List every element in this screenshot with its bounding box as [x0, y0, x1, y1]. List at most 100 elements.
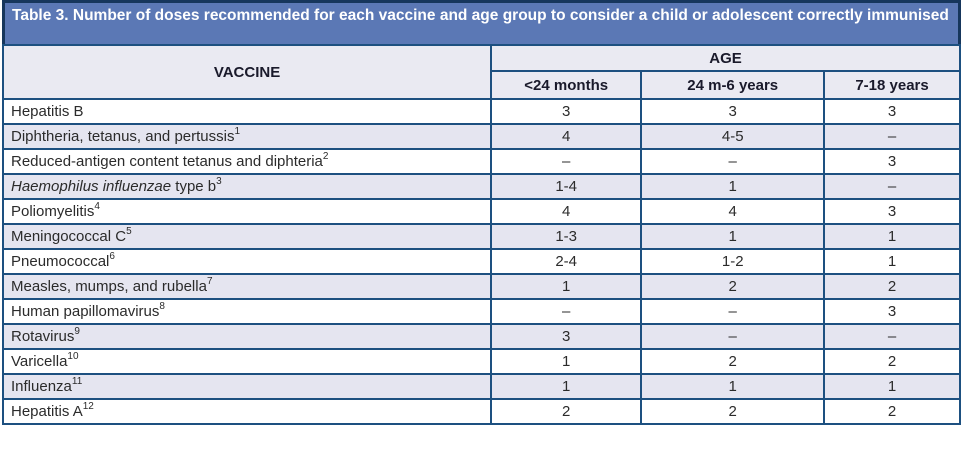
- dose-cell: –: [823, 173, 961, 200]
- vaccine-name-cell: Hepatitis A12: [1, 398, 493, 425]
- table-row: Haemophilus influenzae type b3 1-4 1–: [1, 173, 961, 200]
- dose-cell: 1: [823, 248, 961, 275]
- vaccine-name-text: type b: [171, 178, 217, 195]
- vaccine-name-text: Pneumococcal: [11, 253, 110, 270]
- dose-cell: 4: [490, 123, 643, 150]
- table-row: Influenza11 1 1 1: [1, 373, 961, 400]
- vaccine-name-text: Reduced-antigen content tetanus and diph…: [11, 153, 323, 170]
- dose-cell: 2: [490, 398, 643, 425]
- footnote-marker: 10: [67, 351, 79, 362]
- doses-table-container: Table 3. Number of doses recommended for…: [1, 0, 961, 425]
- vaccine-name-cell: Poliomyelitis4: [1, 198, 493, 225]
- dose-cell: –: [490, 298, 643, 325]
- table-row: Hepatitis A12 2 2 2: [1, 398, 961, 425]
- vaccine-name-text: Diphtheria, tetanus, and pertussis: [11, 128, 235, 145]
- dose-cell: 3: [490, 98, 643, 125]
- age-column-7-18-years: 7-18 years: [823, 70, 961, 100]
- table-row: Rotavirus9 3– –: [1, 323, 961, 350]
- vaccine-name-cell: Haemophilus influenzae type b3: [1, 173, 493, 200]
- dose-cell: 2: [640, 398, 826, 425]
- age-column-24m-6-years: 24 m-6 years: [640, 70, 826, 100]
- dose-cell: 3: [823, 298, 961, 325]
- dose-cell: 1: [490, 273, 643, 300]
- dose-cell: –: [823, 123, 961, 150]
- table-row: Pneumococcal6 2-4 1-2 1: [1, 248, 961, 275]
- footnote-marker: 5: [126, 226, 132, 237]
- vaccine-name-cell: Influenza11: [1, 373, 493, 400]
- dose-cell: 3: [490, 323, 643, 350]
- dose-cell: 3: [823, 98, 961, 125]
- dose-cell: 2: [640, 348, 826, 375]
- vaccine-name-text: Hepatitis A: [11, 403, 83, 420]
- table-title: Table 3. Number of doses recommended for…: [2, 0, 961, 44]
- dose-cell: –: [640, 323, 826, 350]
- vaccine-name-cell: Diphtheria, tetanus, and pertussis1: [1, 123, 493, 150]
- vaccine-name-cell: Reduced-antigen content tetanus and diph…: [1, 148, 493, 175]
- table-row: Reduced-antigen content tetanus and diph…: [1, 148, 961, 175]
- dose-cell: 1: [640, 173, 826, 200]
- table-row: Diphtheria, tetanus, and pertussis1 4 4-5–: [1, 123, 961, 150]
- vaccine-name-text: Rotavirus: [11, 328, 75, 345]
- age-group-header: AGE: [490, 44, 961, 72]
- footnote-marker: 9: [74, 326, 80, 337]
- dose-cell: 1-2: [640, 248, 826, 275]
- dose-cell: 1: [823, 373, 961, 400]
- table-header: VACCINE AGE <24 months 24 m-6 years 7-18…: [1, 44, 961, 100]
- dose-cell: 1: [823, 223, 961, 250]
- dose-cell: 2: [823, 348, 961, 375]
- footnote-marker: 6: [109, 251, 115, 262]
- dose-cell: 2: [823, 398, 961, 425]
- dose-cell: –: [640, 298, 826, 325]
- vaccine-name-text: Meningococcal C: [11, 228, 127, 245]
- vaccine-name-text: Haemophilus influenzae: [11, 178, 172, 195]
- age-column-under-24-months: <24 months: [490, 70, 643, 100]
- footnote-marker: 12: [82, 401, 94, 412]
- dose-cell: –: [490, 148, 643, 175]
- table-row: Measles, mumps, and rubella7 1 2 2: [1, 273, 961, 300]
- dose-cell: 1: [490, 373, 643, 400]
- vaccine-doses-table: VACCINE AGE <24 months 24 m-6 years 7-18…: [1, 44, 961, 425]
- dose-cell: 2: [823, 273, 961, 300]
- vaccine-column-header: VACCINE: [1, 44, 493, 100]
- vaccine-name-text: Poliomyelitis: [11, 203, 95, 220]
- footnote-marker: 7: [206, 276, 213, 287]
- vaccine-name-cell: Human papillomavirus8: [1, 298, 493, 325]
- dose-cell: 2-4: [490, 248, 643, 275]
- dose-cell: 1: [640, 373, 826, 400]
- dose-cell: 3: [640, 98, 826, 125]
- vaccine-name-text: Influenza: [11, 378, 72, 395]
- footnote-marker: 8: [159, 301, 165, 312]
- table-row: Meningococcal C5 1-3 1 1: [1, 223, 961, 250]
- vaccine-name-text: Human papillomavirus: [11, 303, 160, 320]
- vaccine-name-text: Measles, mumps, and rubella: [11, 278, 207, 295]
- dose-cell: 1: [490, 348, 643, 375]
- table-row: Poliomyelitis4 4 4 3: [1, 198, 961, 225]
- footnote-marker: 4: [94, 201, 100, 212]
- footnote-marker: 3: [216, 176, 222, 187]
- dose-cell: 4: [490, 198, 643, 225]
- dose-cell: 4: [640, 198, 826, 225]
- vaccine-name-cell: Pneumococcal6: [1, 248, 493, 275]
- dose-cell: 3: [823, 198, 961, 225]
- dose-cell: –: [640, 148, 826, 175]
- footnote-marker: 1: [234, 126, 241, 137]
- dose-cell: –: [823, 323, 961, 350]
- footnote-marker: 11: [71, 376, 83, 387]
- vaccine-name-text: Hepatitis B: [11, 103, 84, 120]
- table-row: Varicella10 1 2 2: [1, 348, 961, 375]
- vaccine-name-cell: Measles, mumps, and rubella7: [1, 273, 493, 300]
- vaccine-table-body: Hepatitis B 3 3 3 Diphtheria, tetanus, and p…: [1, 98, 961, 425]
- footnote-marker: 2: [322, 151, 329, 162]
- vaccine-name-cell: Varicella10: [1, 348, 493, 375]
- dose-cell: 4-5: [640, 123, 826, 150]
- vaccine-name-text: Varicella: [11, 353, 68, 370]
- vaccine-name-cell: Hepatitis B: [1, 98, 493, 125]
- dose-cell: 1-3: [490, 223, 643, 250]
- dose-cell: 1: [640, 223, 826, 250]
- table-row: Human papillomavirus8– –3: [1, 298, 961, 325]
- dose-cell: 1-4: [490, 173, 643, 200]
- vaccine-name-cell: Meningococcal C5: [1, 223, 493, 250]
- dose-cell: 3: [823, 148, 961, 175]
- dose-cell: 2: [640, 273, 826, 300]
